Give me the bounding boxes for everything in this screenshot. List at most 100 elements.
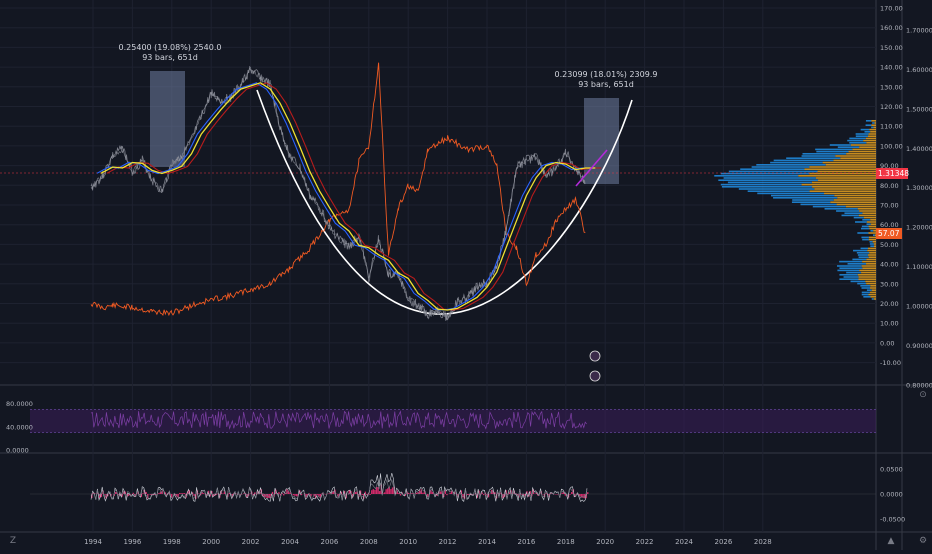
volume-profile-bar [851, 281, 866, 283]
oscillator-histogram-bar [249, 493, 250, 494]
left-measure-line2: 93 bars, 651d [100, 53, 240, 63]
volume-profile-bar [792, 201, 830, 203]
right-measure-line2: 93 bars, 651d [536, 80, 676, 90]
volume-profile-bar [873, 241, 876, 243]
x-tick-label: 2008 [360, 538, 378, 546]
oscillator-histogram-bar [408, 493, 409, 494]
oscillator-tick-label: -0.0500 [880, 516, 905, 524]
volume-profile-bar [856, 133, 869, 135]
oscillator-histogram-bar [545, 493, 546, 494]
volume-profile-bar [862, 267, 876, 269]
volume-profile-bar [869, 133, 876, 135]
volume-profile-bar [853, 250, 867, 252]
oscillator-histogram-bar [571, 492, 572, 494]
volume-profile-bar [872, 122, 874, 124]
left-axis-tick-label: 30.00 [880, 280, 899, 288]
volume-profile-bar [824, 193, 876, 195]
volume-profile-bar [864, 131, 870, 133]
oscillator-histogram-bar [565, 494, 566, 496]
volume-profile-bar [852, 149, 876, 151]
oscillator-histogram-bar [182, 493, 183, 494]
volume-profile-bar [714, 175, 798, 177]
left-axis-tick-label: 50.00 [880, 241, 899, 249]
volume-profile-bar [842, 215, 859, 217]
left-axis-tick-label: 70.00 [880, 202, 899, 210]
oscillator-histogram-bar [587, 492, 588, 494]
gear-icon[interactable]: ⚙ [916, 534, 930, 548]
volume-profile-bar [862, 212, 876, 214]
x-tick-label: 2026 [714, 538, 732, 546]
volume-profile-bar [844, 276, 859, 278]
oscillator-histogram-bar [158, 493, 159, 494]
oscillator-histogram-bar [254, 492, 255, 494]
volume-profile-bar [816, 151, 848, 153]
oscillator-histogram-bar [483, 494, 484, 495]
volume-profile-bar [860, 285, 870, 287]
volume-profile-bar [757, 193, 824, 195]
volume-profile-bar [866, 138, 876, 140]
volume-profile-bar [812, 182, 876, 184]
collapse-icon[interactable]: ▲ [884, 534, 898, 548]
oscillator-histogram-bar [467, 494, 468, 495]
volume-profile-bar [868, 232, 876, 234]
x-tick-label: 1998 [163, 538, 181, 546]
volume-profile-bar [771, 195, 834, 197]
volume-profile-bar [861, 287, 870, 289]
volume-profile-bar [869, 129, 876, 131]
left-axis-tick-label: 110.00 [880, 123, 903, 131]
right-axis-tick-label: 1.40000 [906, 145, 932, 153]
volume-profile-bar [856, 135, 868, 137]
volume-profile-bar [871, 127, 873, 129]
volume-profile-bar [818, 179, 876, 181]
oscillator-histogram-bar [371, 490, 372, 494]
oscillator-histogram-bar [449, 493, 450, 494]
volume-profile-bar [862, 239, 869, 241]
rsi-tick-label: 0.0000 [6, 447, 29, 455]
volume-profile-bar [773, 197, 837, 199]
oscillator-histogram-bar [416, 493, 417, 494]
volume-profile-bar [873, 127, 876, 129]
oscillator-histogram-bar [283, 494, 284, 495]
volume-profile-bar [814, 188, 876, 190]
volume-profile-bar [849, 138, 865, 140]
oscillator-histogram-bar [462, 494, 463, 497]
volume-profile-bar [871, 223, 876, 225]
volume-profile-bar [869, 228, 876, 230]
volume-profile-bar [802, 153, 846, 155]
oscillator-histogram-bar [305, 494, 306, 497]
x-tick-label: 2000 [202, 538, 220, 546]
oscillator-histogram-bar [369, 494, 370, 495]
oscillator-histogram-bar [296, 494, 297, 496]
volume-profile-bar [868, 254, 876, 256]
oscillator-histogram-bar [392, 487, 393, 494]
volume-profile-bar [816, 177, 876, 179]
volume-profile-bar [801, 204, 837, 206]
volume-profile-bar [844, 212, 862, 214]
volume-profile-bar [786, 157, 840, 159]
oscillator-histogram-bar [445, 491, 446, 494]
volume-profile-bar [858, 254, 868, 256]
oscillator-histogram-bar [294, 494, 295, 496]
oscillator-histogram-bar [203, 493, 204, 494]
x-tick-label: 2014 [478, 538, 496, 546]
volume-profile-bar [855, 221, 867, 223]
volume-profile-bar [857, 252, 869, 254]
volume-profile-bar [858, 208, 876, 210]
volume-profile-bar [861, 248, 868, 250]
oscillator-histogram-bar [569, 494, 570, 495]
volume-profile-bar [802, 155, 836, 157]
left-axis-tick-label: 100.00 [880, 142, 903, 150]
volume-profile-bar [866, 263, 876, 265]
volume-profile-bar [866, 223, 870, 225]
zoom-button[interactable]: Z [6, 534, 20, 548]
volume-profile-bar [854, 217, 864, 219]
volume-profile-bar [739, 188, 815, 190]
oscillator-histogram-bar [361, 494, 362, 495]
volume-profile-bar [869, 252, 876, 254]
x-tick-label: 2022 [636, 538, 654, 546]
lock-icon[interactable]: ⊙ [916, 388, 930, 402]
volume-profile-bar [798, 175, 876, 177]
volume-profile-bar [839, 274, 857, 276]
